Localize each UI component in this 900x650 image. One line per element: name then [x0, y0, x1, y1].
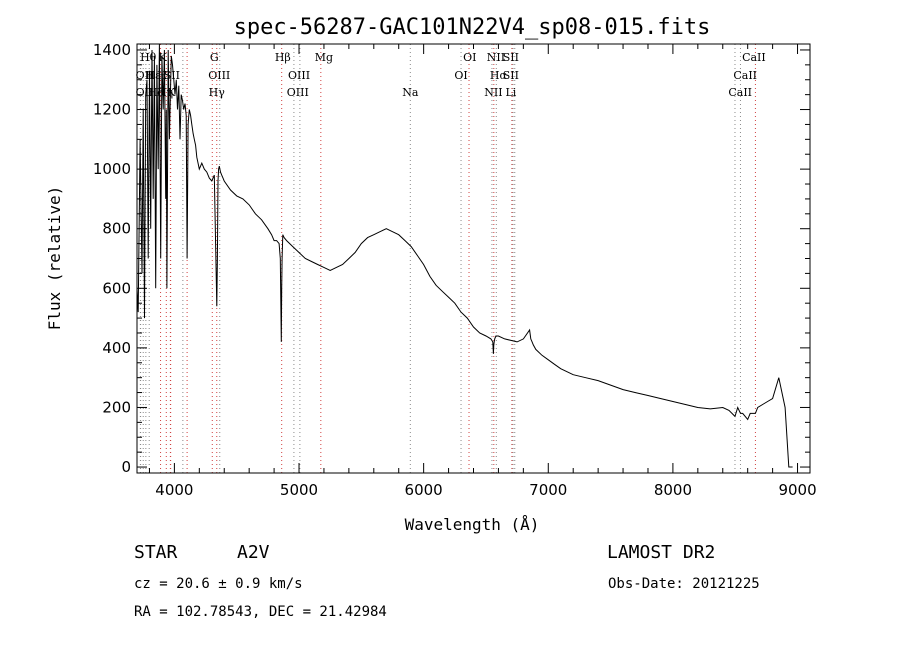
line-label-10: G — [210, 51, 219, 64]
observation-date: Obs-Date: 20121225 — [608, 576, 760, 592]
object-class: STAR — [134, 542, 178, 563]
line-label-21: SII — [503, 51, 519, 64]
line-label-18: OI — [463, 51, 476, 64]
line-label-14: OIII — [288, 69, 310, 82]
y-tick-label: 200 — [102, 398, 131, 416]
y-tick-label: 1200 — [93, 101, 131, 119]
line-label-25: Li — [505, 86, 516, 99]
chart-title: spec-56287-GAC101N22V4_sp08-015.fits — [234, 15, 711, 40]
line-label-15: OIII — [287, 86, 309, 99]
survey-name: LAMOST DR2 — [607, 542, 716, 563]
y-tick-label: 600 — [102, 279, 131, 297]
line-label-8: SII — [164, 69, 180, 82]
line-label-12: Hγ — [209, 86, 226, 99]
x-tick-label: 5000 — [280, 481, 318, 499]
line-label-11: OIII — [208, 69, 230, 82]
x-tick-label: 8000 — [654, 481, 692, 499]
line-label-23: SII — [503, 69, 519, 82]
y-axis-ticks: 0 200 400 600 800 1000 1200 1400 — [93, 41, 810, 476]
y-tick-label: 400 — [102, 339, 131, 357]
line-label-19: OI — [454, 69, 467, 82]
line-label-16: Mg — [315, 51, 333, 64]
x-tick-label: 4000 — [155, 481, 193, 499]
line-label-13: Hβ — [275, 51, 291, 64]
spectral-line-labels: HθOIIOIIHεHδHKHηSIIKGOIIIHγHβOIIIOIIIMgN… — [136, 51, 766, 99]
x-tick-label: 9000 — [778, 481, 816, 499]
line-label-28: CaII — [728, 86, 752, 99]
x-axis-ticks: 4000 5000 6000 7000 8000 9000 — [148, 44, 817, 499]
x-tick-label: 6000 — [405, 481, 443, 499]
line-label-17: Na — [402, 86, 419, 99]
spectral-line-markers — [139, 44, 756, 473]
x-axis-label: Wavelength (Å) — [405, 515, 540, 534]
x-tick-label: 7000 — [529, 481, 567, 499]
sky-coordinates: RA = 102.78543, DEC = 21.42984 — [134, 604, 387, 620]
line-label-24: NII — [484, 86, 502, 99]
y-tick-label: 800 — [102, 220, 131, 238]
y-tick-label: 1400 — [93, 41, 131, 59]
line-label-9: K — [167, 86, 176, 99]
line-label-26: CaII — [742, 51, 766, 64]
spectrum-line — [136, 43, 793, 468]
line-label-6: K — [158, 51, 167, 64]
object-subclass: A2V — [237, 542, 270, 563]
y-axis-label: Flux (relative) — [45, 186, 64, 331]
y-tick-label: 1000 — [93, 160, 131, 178]
line-label-22: Hα — [490, 69, 508, 82]
line-label-20: NII — [487, 51, 505, 64]
line-label-27: CaII — [733, 69, 757, 82]
y-tick-label: 0 — [121, 458, 131, 476]
redshift-cz: cz = 20.6 ± 0.9 km/s — [134, 576, 303, 592]
line-label-1: OII — [136, 69, 154, 82]
